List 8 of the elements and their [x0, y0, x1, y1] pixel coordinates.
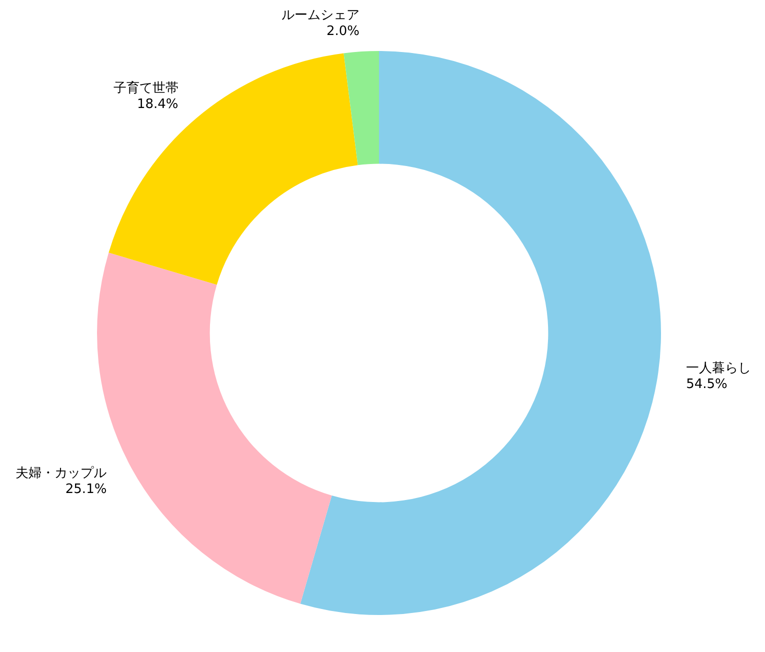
- data-label: 54.5%: [686, 377, 728, 392]
- slice-label: ルームシェア: [282, 8, 360, 23]
- data-label: 25.1%: [65, 482, 107, 497]
- slice-label: 一人暮らし: [686, 361, 752, 376]
- data-label: 18.4%: [136, 96, 178, 112]
- slice-label: 子育て世帯: [113, 80, 178, 96]
- slice-label: 夫婦・カップル: [16, 466, 107, 481]
- data-label: 2.0%: [326, 24, 360, 39]
